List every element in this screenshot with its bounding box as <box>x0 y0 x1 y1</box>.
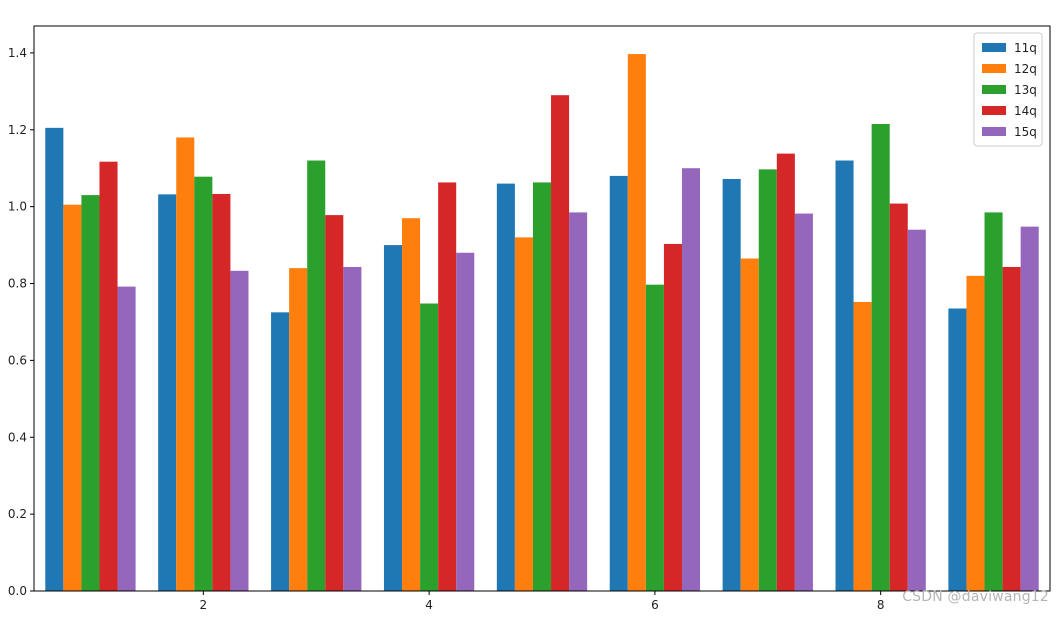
bar-15q-2 <box>230 270 249 591</box>
bar-14q-2 <box>212 193 231 591</box>
bar-14q-3 <box>325 215 344 591</box>
bar-14q-6 <box>663 243 682 591</box>
legend-swatch-13q <box>982 85 1006 94</box>
bar-15q-3 <box>343 266 362 591</box>
bar-13q-3 <box>307 160 326 591</box>
bar-13q-6 <box>645 284 664 591</box>
y-tick-label: 1.4 <box>8 46 27 60</box>
bar-15q-5 <box>569 212 588 591</box>
bar-12q-3 <box>289 268 308 591</box>
bar-14q-1 <box>99 161 118 591</box>
bar-13q-4 <box>420 303 439 591</box>
bar-11q-6 <box>609 175 628 591</box>
bar-14q-5 <box>551 95 570 592</box>
legend-label-12q: 12q <box>1014 62 1037 76</box>
legend-label-14q: 14q <box>1014 104 1037 118</box>
bar-15q-1 <box>117 286 136 591</box>
bar-12q-1 <box>63 204 82 591</box>
bar-12q-5 <box>514 237 533 591</box>
bar-12q-6 <box>627 54 646 592</box>
y-tick-label: 0.4 <box>8 430 27 444</box>
legend-label-13q: 13q <box>1014 83 1037 97</box>
bar-11q-5 <box>496 183 515 591</box>
bar-15q-9 <box>1020 226 1039 591</box>
x-tick-label: 2 <box>200 598 208 612</box>
y-tick-label: 1.0 <box>8 200 27 214</box>
bar-15q-4 <box>456 252 475 591</box>
axes-frame <box>33 25 1051 592</box>
y-tick-label: 0.0 <box>8 584 27 598</box>
bar-12q-7 <box>740 258 759 591</box>
y-tick-label: 1.2 <box>8 123 27 137</box>
bar-14q-4 <box>438 182 457 591</box>
bar-11q-8 <box>835 160 854 591</box>
x-tick-label: 8 <box>877 598 885 612</box>
legend: 11q 12q 13q 14q 15q <box>973 32 1043 147</box>
bar-12q-4 <box>402 218 421 591</box>
y-tick-label: 0.8 <box>8 277 27 291</box>
bar-11q-9 <box>948 308 967 591</box>
legend-swatch-12q <box>982 64 1006 73</box>
bar-12q-8 <box>853 301 872 591</box>
bar-12q-2 <box>176 137 195 591</box>
bar-13q-2 <box>194 176 213 592</box>
bar-11q-7 <box>722 178 741 591</box>
legend-swatch-11q <box>982 43 1006 52</box>
bar-14q-7 <box>776 153 795 592</box>
bar-12q-9 <box>966 275 985 591</box>
legend-swatch-14q <box>982 106 1006 115</box>
bar-11q-2 <box>158 194 177 591</box>
bar-15q-6 <box>681 168 701 591</box>
bars-layer <box>45 54 1039 592</box>
bar-13q-8 <box>871 124 890 591</box>
bar-15q-8 <box>907 229 926 591</box>
bar-14q-9 <box>1002 266 1021 591</box>
bar-11q-4 <box>383 245 403 591</box>
bar-13q-7 <box>758 169 777 592</box>
y-tick-label: 0.2 <box>8 507 27 521</box>
y-tick-label: 0.6 <box>8 353 27 367</box>
x-tick-label: 6 <box>651 598 659 612</box>
bar-11q-1 <box>45 127 64 591</box>
bar-13q-5 <box>532 182 552 591</box>
bar-11q-3 <box>271 312 290 591</box>
legend-label-11q: 11q <box>1014 41 1037 55</box>
legend-label-15q: 15q <box>1014 125 1037 139</box>
legend-box <box>973 32 1043 147</box>
x-tick-label: 4 <box>425 598 433 612</box>
legend-swatch-15q <box>982 127 1006 136</box>
bar-14q-8 <box>889 203 908 591</box>
bar-13q-9 <box>984 212 1003 591</box>
bar-15q-7 <box>794 213 813 591</box>
bar-13q-1 <box>81 195 100 591</box>
watermark-text: CSDN @daviwang12 <box>902 589 1049 605</box>
axes-layer: 0.0 0.2 0.4 0.6 0.8 1.0 1.2 1.4 2 4 6 8 <box>8 25 1051 612</box>
